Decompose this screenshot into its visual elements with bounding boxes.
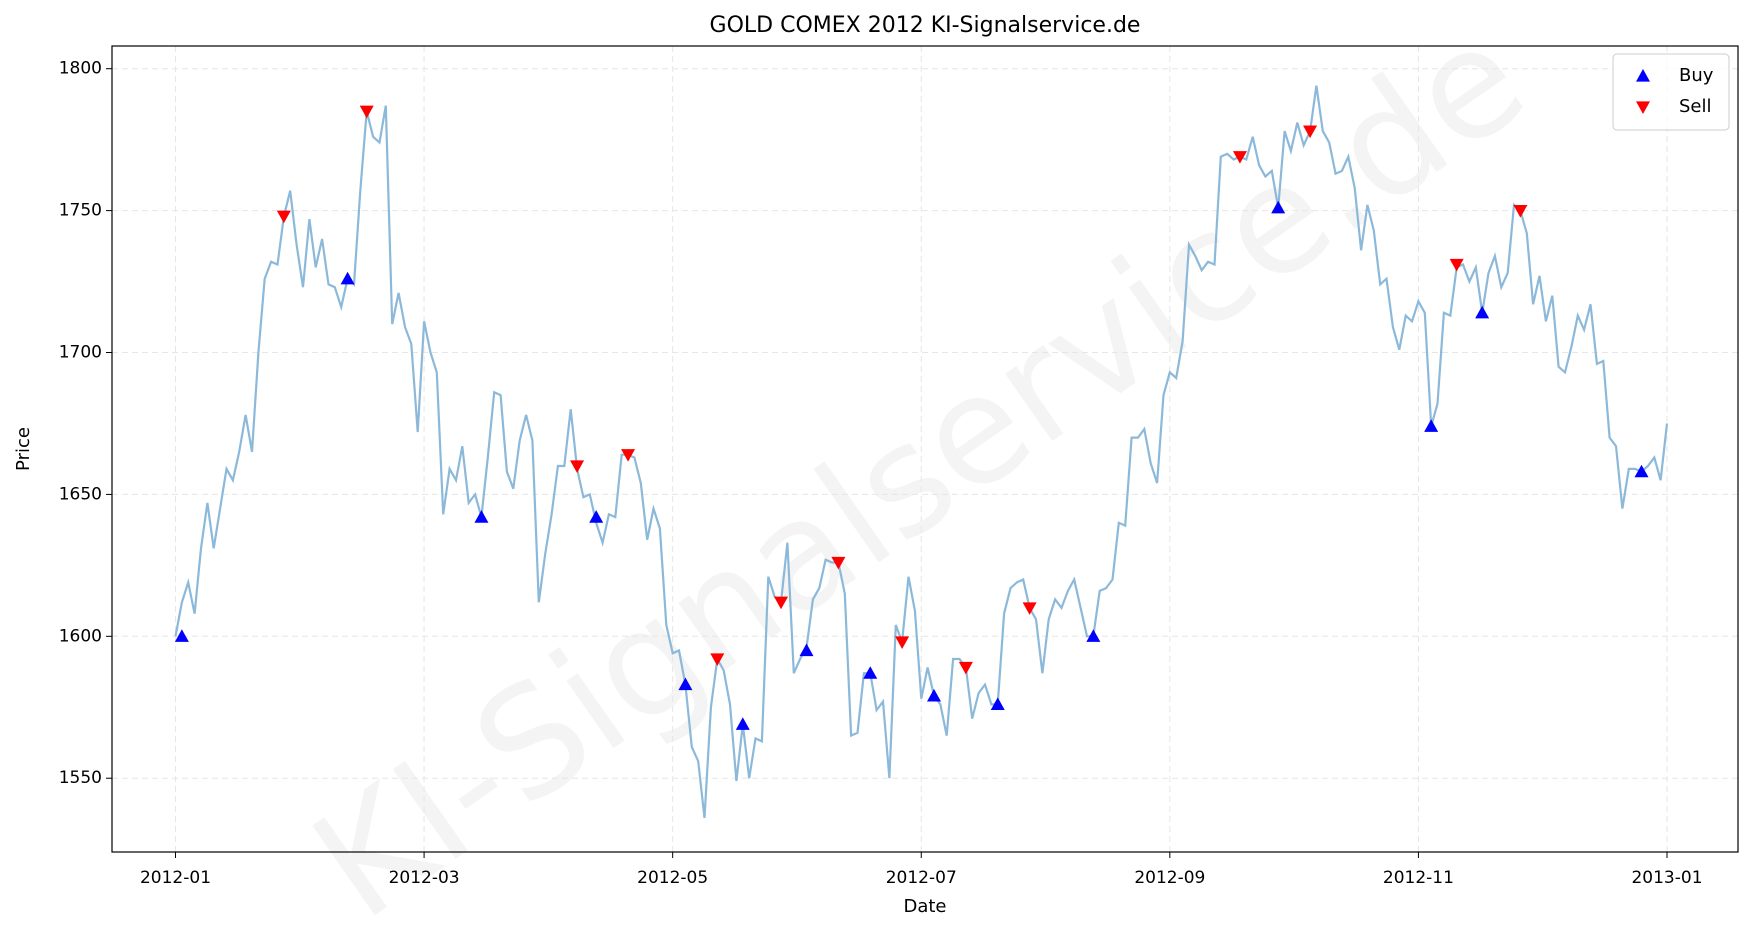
y-tick-label: 1600 bbox=[59, 626, 102, 646]
buy-marker bbox=[1424, 419, 1439, 432]
x-tick-label: 2012-09 bbox=[1134, 868, 1205, 888]
x-tick-label: 2012-05 bbox=[637, 868, 708, 888]
buy-marker bbox=[1475, 305, 1490, 319]
x-tick-label: 2013-01 bbox=[1631, 868, 1702, 888]
buy-marker bbox=[1086, 629, 1101, 642]
sell-marker bbox=[710, 653, 725, 667]
sell-marker bbox=[1449, 258, 1464, 272]
x-tick-label: 2012-07 bbox=[886, 868, 957, 888]
buy-marker bbox=[1634, 464, 1649, 478]
buy-marker bbox=[174, 629, 189, 642]
sell-marker bbox=[958, 661, 973, 675]
buy-marker bbox=[735, 717, 750, 730]
y-tick-label: 1750 bbox=[59, 201, 102, 221]
y-tick-label: 1700 bbox=[59, 343, 102, 363]
y-tick-label: 1550 bbox=[59, 768, 102, 788]
buy-marker bbox=[799, 643, 814, 657]
x-tick-label: 2012-03 bbox=[389, 868, 460, 888]
price-line bbox=[174, 85, 1669, 819]
sell-marker bbox=[831, 556, 846, 570]
sell-marker bbox=[570, 460, 585, 474]
buy-marker bbox=[678, 677, 693, 691]
buy-marker bbox=[1271, 200, 1286, 214]
sell-marker bbox=[1513, 205, 1528, 218]
legend-label: Buy bbox=[1679, 65, 1714, 86]
buy-marker bbox=[926, 688, 941, 702]
y-axis-label: Price bbox=[13, 427, 34, 471]
sell-marker bbox=[1022, 602, 1037, 615]
sell-marker bbox=[621, 449, 636, 462]
legend-marker bbox=[1636, 69, 1650, 82]
chart-title: GOLD COMEX 2012 KI-Signalservice.de bbox=[710, 13, 1141, 38]
x-tick-label: 2012-01 bbox=[140, 868, 211, 888]
x-tick-label: 2012-11 bbox=[1383, 868, 1454, 888]
buy-marker bbox=[863, 666, 878, 679]
y-tick-label: 1650 bbox=[59, 484, 102, 504]
legend-label: Sell bbox=[1679, 96, 1712, 117]
buy-marker bbox=[990, 697, 1005, 711]
buy-marker bbox=[474, 510, 489, 523]
buy-marker bbox=[340, 271, 355, 285]
legend-marker bbox=[1636, 101, 1650, 114]
sell-marker bbox=[1303, 125, 1318, 139]
sell-marker bbox=[895, 636, 910, 649]
sell-marker bbox=[276, 210, 291, 224]
sell-marker bbox=[359, 105, 374, 119]
sell-marker bbox=[774, 596, 789, 610]
sell-marker bbox=[1232, 151, 1247, 164]
plot-frame bbox=[111, 45, 1739, 853]
x-axis-label: Date bbox=[903, 896, 946, 917]
y-tick-label: 1800 bbox=[59, 59, 102, 79]
buy-marker bbox=[589, 510, 604, 523]
